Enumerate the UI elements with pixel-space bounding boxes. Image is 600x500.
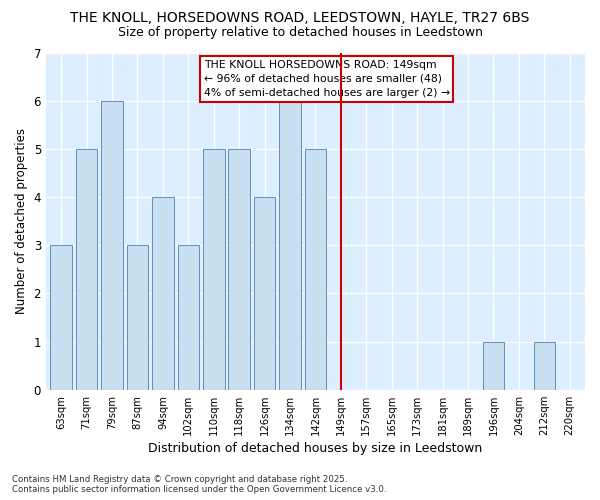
Text: THE KNOLL HORSEDOWNS ROAD: 149sqm
← 96% of detached houses are smaller (48)
4% o: THE KNOLL HORSEDOWNS ROAD: 149sqm ← 96% … <box>203 60 449 98</box>
Bar <box>50 246 72 390</box>
Text: Contains HM Land Registry data © Crown copyright and database right 2025.
Contai: Contains HM Land Registry data © Crown c… <box>12 474 386 494</box>
X-axis label: Distribution of detached houses by size in Leedstown: Distribution of detached houses by size … <box>148 442 482 455</box>
Bar <box>229 149 250 390</box>
Bar <box>533 342 555 390</box>
Bar <box>482 342 504 390</box>
Bar <box>101 100 123 390</box>
Bar <box>152 197 173 390</box>
Bar <box>279 100 301 390</box>
Bar <box>127 246 148 390</box>
Text: Size of property relative to detached houses in Leedstown: Size of property relative to detached ho… <box>118 26 482 39</box>
Bar <box>203 149 224 390</box>
Text: THE KNOLL, HORSEDOWNS ROAD, LEEDSTOWN, HAYLE, TR27 6BS: THE KNOLL, HORSEDOWNS ROAD, LEEDSTOWN, H… <box>70 11 530 25</box>
Y-axis label: Number of detached properties: Number of detached properties <box>15 128 28 314</box>
Bar <box>254 197 275 390</box>
Bar <box>305 149 326 390</box>
Bar <box>76 149 97 390</box>
Bar <box>178 246 199 390</box>
